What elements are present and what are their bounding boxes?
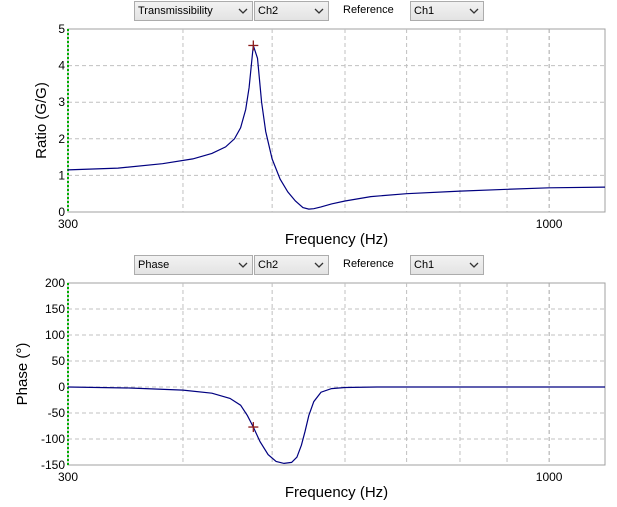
- y-tick-label: 5: [58, 22, 65, 36]
- chevron-down-icon: [237, 3, 249, 19]
- plot-frame: [67, 282, 606, 466]
- x-axis-title: Frequency (Hz): [285, 484, 388, 501]
- top-measure-select[interactable]: Transmissibility: [134, 1, 253, 21]
- cursor-marker: [248, 422, 259, 433]
- data-series-line: [67, 45, 606, 210]
- x-tick-label: 300: [58, 470, 78, 484]
- x-tick-label: 1000: [536, 470, 563, 484]
- y-tick-label: 150: [45, 302, 65, 316]
- phase-chart: -150 -100 -50 0 50 100 150 200 300 1000 Frequency …: [14, 276, 606, 501]
- top-channel-select-value: Ch2: [258, 5, 279, 17]
- y-tick-label: 4: [58, 59, 65, 73]
- x-axis-title: Frequency (Hz): [285, 231, 388, 248]
- x-tick-label: 1000: [536, 217, 563, 231]
- y-tick-label: -100: [41, 432, 65, 446]
- bottom-channel-select-value: Ch2: [258, 259, 279, 271]
- y-tick-label: 3: [58, 95, 65, 109]
- y-axis-title: Phase (°): [14, 343, 31, 406]
- top-toolbar: Transmissibility Ch2 Reference Ch1: [0, 0, 617, 24]
- plot-frame: [67, 28, 606, 213]
- top-reference-select-value: Ch1: [414, 5, 435, 17]
- chevron-down-icon: [468, 3, 480, 19]
- y-tick-label: 100: [45, 328, 65, 342]
- chevron-down-icon: [468, 257, 480, 273]
- cursor-marker: [248, 40, 259, 51]
- y-tick-label: 200: [45, 276, 65, 290]
- bottom-channel-select[interactable]: Ch2: [254, 255, 329, 275]
- chevron-down-icon: [313, 3, 325, 19]
- y-tick-label: 2: [58, 132, 65, 146]
- transmissibility-chart: 0 1 2 3 4 5 300 1000 Frequency (Hz) Ratio (G/G): [33, 22, 606, 248]
- bottom-measure-select-value: Phase: [138, 259, 170, 271]
- top-measure-select-value: Transmissibility: [138, 5, 213, 17]
- y-tick-label: 0: [58, 205, 65, 219]
- bottom-toolbar: Phase Ch2 Reference Ch1: [0, 254, 617, 278]
- top-channel-select[interactable]: Ch2: [254, 1, 329, 21]
- x-tick-label: 300: [58, 217, 78, 231]
- y-tick-label: 0: [58, 380, 65, 394]
- bottom-reference-select-value: Ch1: [414, 259, 435, 271]
- y-tick-label: -150: [41, 458, 65, 472]
- chevron-down-icon: [237, 257, 249, 273]
- data-series-line: [67, 386, 605, 465]
- bottom-reference-label: Reference: [343, 258, 394, 270]
- y-tick-label: -50: [48, 406, 66, 420]
- bottom-measure-select[interactable]: Phase: [134, 255, 253, 275]
- top-reference-label: Reference: [343, 4, 394, 16]
- bottom-reference-select[interactable]: Ch1: [410, 255, 484, 275]
- y-axis-title: Ratio (G/G): [33, 82, 50, 159]
- chevron-down-icon: [313, 257, 325, 273]
- y-tick-label: 50: [52, 354, 66, 368]
- y-tick-label: 1: [58, 168, 65, 182]
- top-reference-select[interactable]: Ch1: [410, 1, 484, 21]
